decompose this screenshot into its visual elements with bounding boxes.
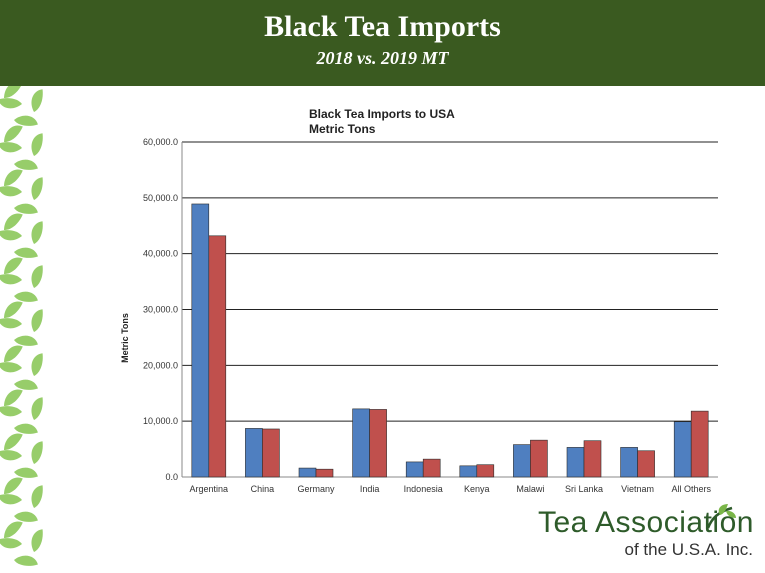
bar-indonesia-series-2	[422, 458, 441, 478]
bar-india-series-1	[352, 408, 370, 478]
x-tick-label: Germany	[297, 484, 335, 494]
gridlines	[181, 141, 718, 478]
y-tick-label: 40,000.0	[143, 249, 178, 259]
x-tick-label: Sri Lanka	[565, 484, 603, 494]
slide-subtitle: 2018 vs. 2019 MT	[316, 48, 449, 68]
tea-sprig-icon	[706, 504, 736, 529]
slide-title: Black Tea Imports	[264, 10, 501, 43]
x-tick-label: China	[251, 484, 275, 494]
y-tick-labels: 0.0 10,000.0 20,000.0 30,000.0 40,000.0 50,00…	[143, 137, 178, 482]
bar-chart: Black Tea Imports to USA Metric Tons Met…	[120, 107, 718, 494]
bar-germany-series-1	[298, 467, 317, 478]
chart-subtitle: Metric Tons	[309, 122, 376, 136]
bar-malawi-series-1	[513, 444, 531, 478]
bar-kenya-series-2	[476, 464, 495, 478]
bar-india-series-2	[369, 409, 387, 478]
y-tick-label: 20,000.0	[143, 360, 178, 370]
x-tick-label: All Others	[671, 484, 711, 494]
x-tick-label: Argentina	[190, 484, 229, 494]
y-tick-label: 0.0	[165, 472, 178, 482]
x-tick-label: India	[360, 484, 380, 494]
bar-vietnam-series-2	[637, 450, 655, 478]
bar-germany-series-2	[315, 468, 334, 478]
logo-name: Tea Association	[538, 506, 754, 539]
bar-malawi-series-2	[530, 439, 548, 478]
bar-kenya-series-1	[459, 465, 478, 478]
bar-sri-lanka-series-1	[566, 447, 585, 478]
bar-china-series-2	[262, 428, 280, 478]
bar-argentina-series-2	[208, 235, 227, 478]
bars	[191, 203, 709, 478]
tea-association-logo: Tea Association of the U.S.A. Inc.	[530, 500, 765, 573]
logo-subtitle: of the U.S.A. Inc.	[624, 540, 753, 559]
x-tick-label: Kenya	[464, 484, 490, 494]
bar-all-others-series-2	[690, 410, 709, 478]
bar-argentina-series-1	[191, 203, 210, 478]
bar-vietnam-series-1	[620, 447, 638, 478]
slide-header: Black Tea Imports 2018 vs. 2019 MT	[0, 0, 765, 86]
x-tick-labels: Argentina China Germany India Indonesia Kenya…	[190, 484, 712, 494]
bar-china-series-1	[245, 428, 263, 478]
y-tick-label: 50,000.0	[143, 193, 178, 203]
bar-all-others-series-1	[673, 421, 692, 478]
y-tick-label: 60,000.0	[143, 137, 178, 147]
y-axis-label: Metric Tons	[120, 313, 130, 363]
x-tick-label: Malawi	[516, 484, 544, 494]
bar-sri-lanka-series-2	[583, 440, 602, 478]
tea-leaf-border-decoration	[0, 86, 43, 566]
x-tick-label: Vietnam	[621, 484, 654, 494]
y-tick-label: 30,000.0	[143, 305, 178, 315]
chart-title: Black Tea Imports to USA	[309, 107, 455, 121]
x-tick-label: Indonesia	[404, 484, 443, 494]
bar-indonesia-series-1	[405, 461, 424, 478]
y-tick-label: 10,000.0	[143, 416, 178, 426]
